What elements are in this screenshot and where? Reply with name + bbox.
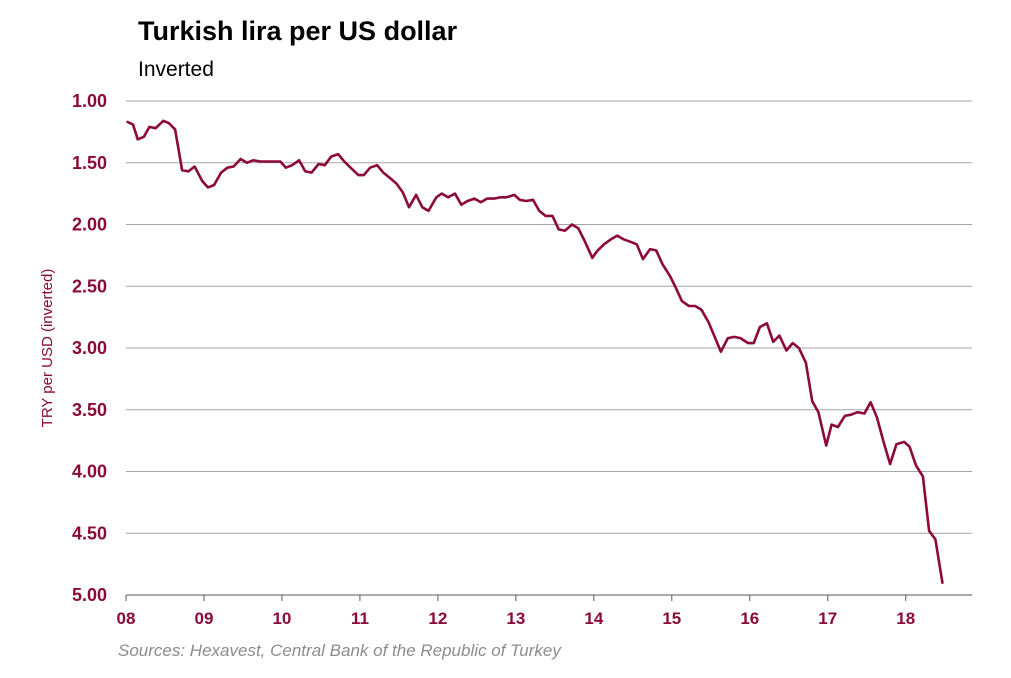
y-tick-label: 2.00 [72,215,107,235]
y-tick-label: 1.50 [72,153,107,173]
x-tick-label: 13 [506,609,525,628]
y-tick-label: 4.50 [72,523,107,543]
y-tick-label: 5.00 [72,585,107,605]
y-tick-label: 3.00 [72,338,107,358]
x-tick-label: 09 [195,609,214,628]
x-tick-label: 12 [428,609,447,628]
y-tick-label: 4.00 [72,462,107,482]
y-tick-label: 2.50 [72,276,107,296]
y-axis-label: TRY per USD (inverted) [39,269,56,428]
chart-title: Turkish lira per US dollar [138,16,458,46]
y-tick-label: 1.00 [72,91,107,111]
x-tick-label: 16 [740,609,759,628]
x-tick-label: 14 [584,609,603,628]
x-tick-label: 18 [896,609,915,628]
x-tick-label: 10 [272,609,291,628]
x-tick-label: 17 [818,609,837,628]
series-line [126,119,944,584]
x-tick-label: 11 [351,609,369,628]
chart-source: Sources: Hexavest, Central Bank of the R… [118,641,561,660]
y-tick-label: 3.50 [72,400,107,420]
x-tick-label: 08 [117,609,136,628]
x-tick-label: 15 [662,609,681,628]
chart-subtitle: Inverted [138,58,214,81]
